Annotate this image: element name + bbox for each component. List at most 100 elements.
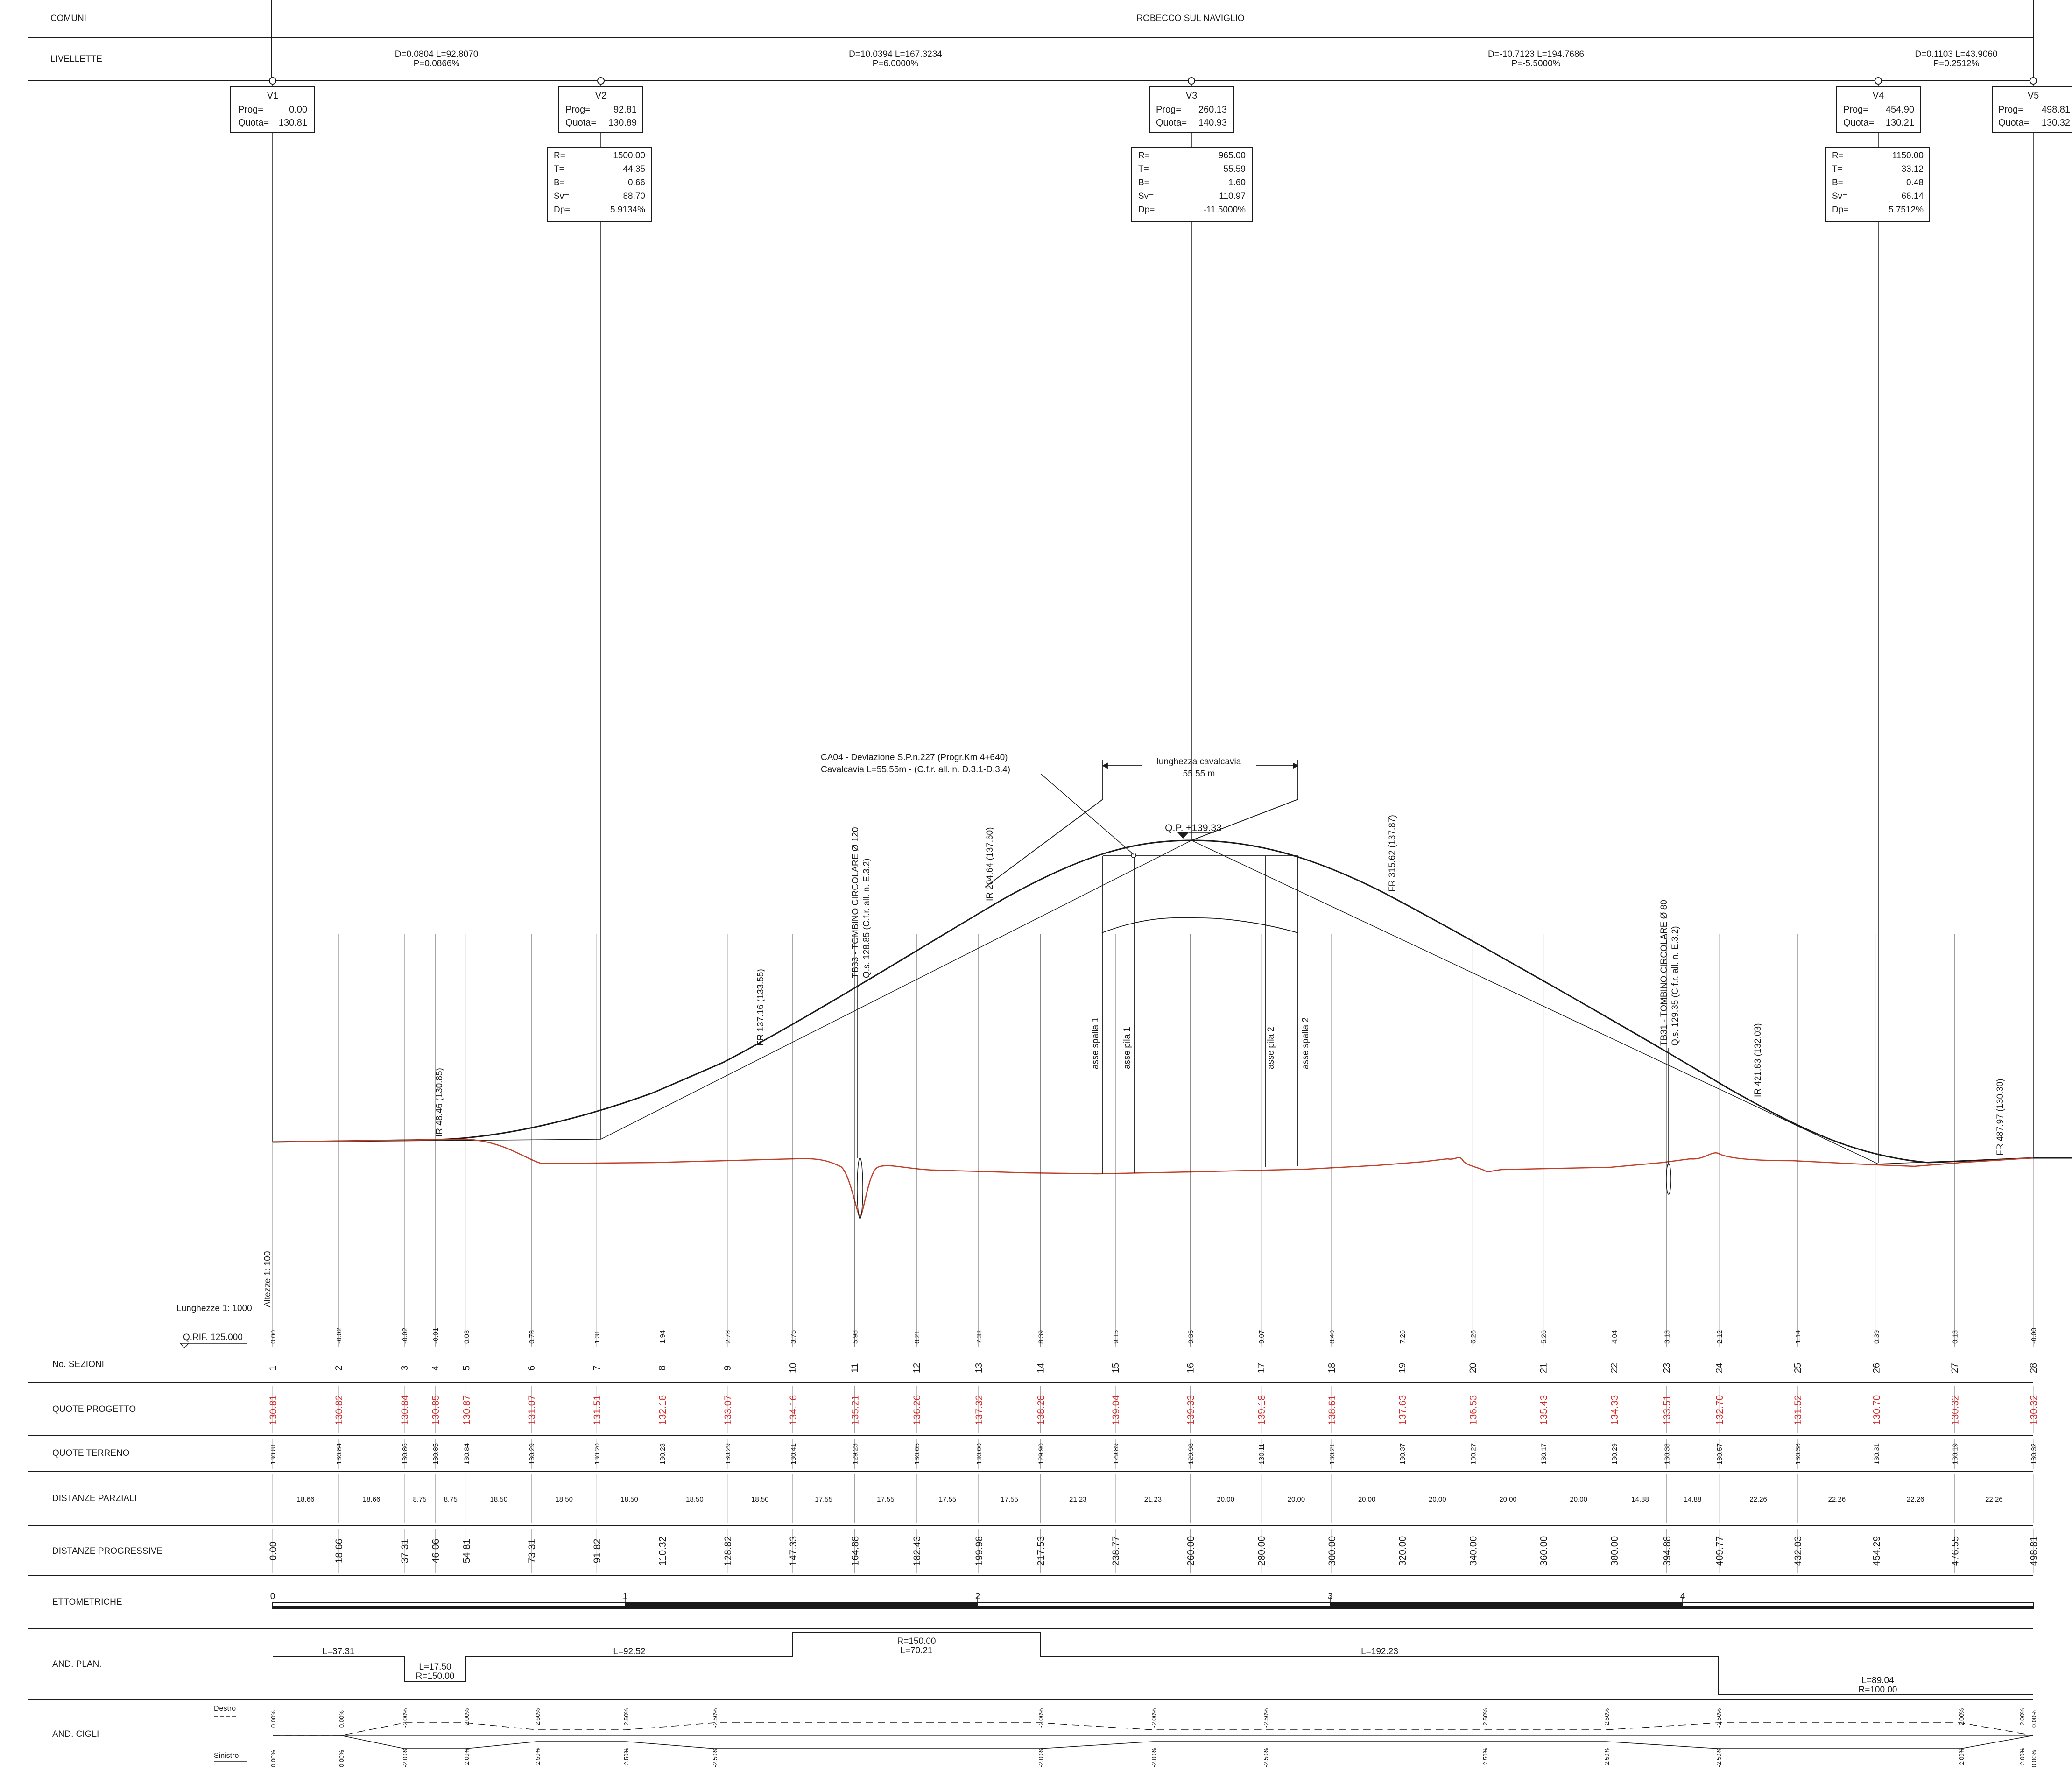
tb33-label-line2: Q.s. 128.85 (C.f.r. all. n. E.3.2) — [862, 858, 872, 978]
vertex-prog: 454.90 — [1886, 105, 1914, 115]
distanza-progressiva-value: 340.00 — [1468, 1536, 1479, 1566]
distanza-parziale-value: 18.50 — [620, 1495, 638, 1503]
cigli-destro-value: -2.00% — [2019, 1708, 2026, 1728]
section-height-label: 0.00 — [269, 1330, 277, 1344]
quota-progetto-value: 138.28 — [1036, 1395, 1047, 1425]
quota-progetto-value: 131.07 — [527, 1395, 537, 1425]
plan-seg1: L=37.31 — [322, 1647, 354, 1657]
quota-progetto-value: 135.43 — [1539, 1395, 1550, 1425]
section-number: 23 — [1662, 1363, 1672, 1373]
quota-terreno-value: 130.32 — [2030, 1443, 2038, 1465]
curve-label: T= — [1832, 164, 1843, 174]
section-number: 24 — [1714, 1363, 1725, 1373]
section-number: 20 — [1468, 1363, 1478, 1373]
ettometriche-bar: 0 1 2 3 4 — [270, 1592, 2034, 1609]
data-table-frame — [28, 1347, 2033, 1770]
section-height-label: -0.02 — [335, 1328, 343, 1344]
curve-label: R= — [1138, 151, 1150, 161]
section-height-label: 3.75 — [789, 1330, 797, 1344]
curve-label: Dp= — [1138, 205, 1155, 215]
cigli-sinistro-label: Sinistro — [214, 1752, 239, 1760]
section-number: 17 — [1256, 1363, 1267, 1373]
distanza-progressiva-value: 164.88 — [850, 1536, 860, 1566]
section-number: 6 — [527, 1365, 537, 1370]
quota-progetto-value: 139.18 — [1256, 1395, 1267, 1425]
quota-progetto-value: 133.51 — [1662, 1395, 1672, 1425]
quota-terreno-value: 130.21 — [1328, 1443, 1336, 1465]
vertex-quota-label: Quota= — [238, 118, 269, 128]
quota-progetto-value: 131.51 — [592, 1395, 603, 1425]
distanza-progressiva-value: 320.00 — [1397, 1536, 1408, 1566]
quota-terreno-value: 129.98 — [1187, 1443, 1195, 1465]
cigli-sinistro-value: -2.50% — [1603, 1748, 1610, 1767]
cigli-destro-value: -2.50% — [534, 1708, 541, 1728]
distanza-progressiva-value: 409.77 — [1714, 1536, 1725, 1566]
distanza-progressiva-value: 260.00 — [1186, 1536, 1197, 1566]
distanza-parziale-value: 20.00 — [1499, 1495, 1517, 1503]
livelletta-4-line2: P=0.2512% — [1933, 59, 1980, 69]
table-row-labels: No. SEZIONI QUOTE PROGETTO QUOTE TERRENO… — [52, 1360, 162, 1739]
distanza-parziale-value: 18.50 — [555, 1495, 573, 1503]
section-height-label: 9.15 — [1112, 1330, 1120, 1344]
distanza-progressiva-value: 110.32 — [657, 1537, 668, 1566]
cigli-sinistro-value: -2.50% — [1715, 1748, 1722, 1767]
curve-value: 0.66 — [628, 178, 645, 188]
quota-terreno-value: 129.90 — [1037, 1443, 1045, 1465]
vertex-box-v5: V5 Prog= 498.81 Quota= 130.32 — [1992, 86, 2072, 133]
section-height-label: 2.78 — [724, 1330, 732, 1344]
vertex-quota-label: Quota= — [1156, 118, 1187, 128]
cigli-destro-value: -2.00% — [1037, 1708, 1044, 1728]
vertex-markers — [269, 77, 2037, 85]
quota-progetto-value: 130.70 — [1871, 1395, 1882, 1425]
distanza-parziale-value: 18.50 — [686, 1495, 704, 1503]
section-height-label: 1.31 — [593, 1330, 601, 1344]
section-number: 19 — [1397, 1363, 1408, 1373]
ir-label-3: IR 421.83 (132.03) — [1753, 1023, 1763, 1097]
cigli-destro-value: -2.50% — [1603, 1708, 1610, 1728]
curve-label: T= — [1138, 164, 1149, 174]
qp-label: Q.P. +139.33 — [1165, 823, 1222, 833]
livellette-values: D=0.0804 L=92.8070 P=0.0866% D=10.0394 L… — [395, 49, 1998, 69]
curve-label: Dp= — [1832, 205, 1848, 215]
ca04-label-line1: CA04 - Deviazione S.P.n.227 (Progr.Km 4+… — [821, 753, 1008, 762]
asse-pila-2-label: asse pila 2 — [1266, 1027, 1276, 1069]
bridge-length-line2: 55.55 m — [1183, 769, 1215, 779]
ir-label-1: IR 48.46 (130.85) — [435, 1068, 444, 1137]
distanza-progressiva-value: 394.88 — [1662, 1536, 1672, 1566]
distanza-progressiva-value: 454.29 — [1871, 1536, 1882, 1566]
section-height-label: 2.12 — [1716, 1330, 1724, 1344]
curve-label: B= — [1832, 178, 1843, 188]
distanza-parziale-value: 14.88 — [1684, 1495, 1702, 1503]
quota-terreno-value: 130.23 — [659, 1443, 667, 1465]
distanza-progressiva-value: 147.33 — [788, 1536, 799, 1566]
section-number: 14 — [1036, 1363, 1046, 1373]
section-height-label: 0.03 — [463, 1330, 471, 1344]
distanza-parziale-value: 17.55 — [1001, 1495, 1018, 1503]
section-height-label: 4.04 — [1611, 1330, 1619, 1344]
vertex-quota-label: Quota= — [565, 118, 596, 128]
vertex-box-v3: V3 Prog= 260.13 Quota= 140.93 — [1149, 86, 1234, 133]
distanza-parziale-value: 20.00 — [1570, 1495, 1587, 1503]
plan-seg3: L=92.52 — [613, 1647, 645, 1657]
ca04-leader-line — [1041, 774, 1134, 855]
livelletta-4-line1: D=0.1103 L=43.9060 — [1915, 49, 1997, 59]
vertex-prog-label: Prog= — [565, 105, 591, 115]
quota-progetto-value: 135.21 — [850, 1395, 860, 1425]
cigli-sinistro-value: 0.00% — [338, 1750, 345, 1767]
vertex-name: V5 — [2028, 91, 2039, 101]
section-number: 13 — [974, 1363, 984, 1373]
quota-terreno-value: 130.19 — [1952, 1443, 1959, 1465]
curve-value: 5.7512% — [1889, 205, 1924, 215]
cigli-sinistro-value: -2.00% — [1958, 1748, 1965, 1767]
asse-spalla-1-label: asse spalla 1 — [1091, 1017, 1100, 1069]
distanza-parziale-value: 17.55 — [939, 1495, 957, 1503]
cigli-destro-value: -2.50% — [1715, 1708, 1722, 1728]
cigli-destro-value: -2.50% — [1482, 1708, 1489, 1728]
section-number: 1 — [268, 1365, 278, 1370]
quota-terreno-value: 130.81 — [269, 1443, 277, 1465]
cigli-sinistro-value: -2.00% — [1037, 1748, 1044, 1767]
ir-label-2: IR 204.64 (137.60) — [985, 827, 995, 901]
curve-label: Sv= — [554, 191, 569, 201]
row-label-quote-progetto: QUOTE PROGETTO — [52, 1404, 136, 1414]
